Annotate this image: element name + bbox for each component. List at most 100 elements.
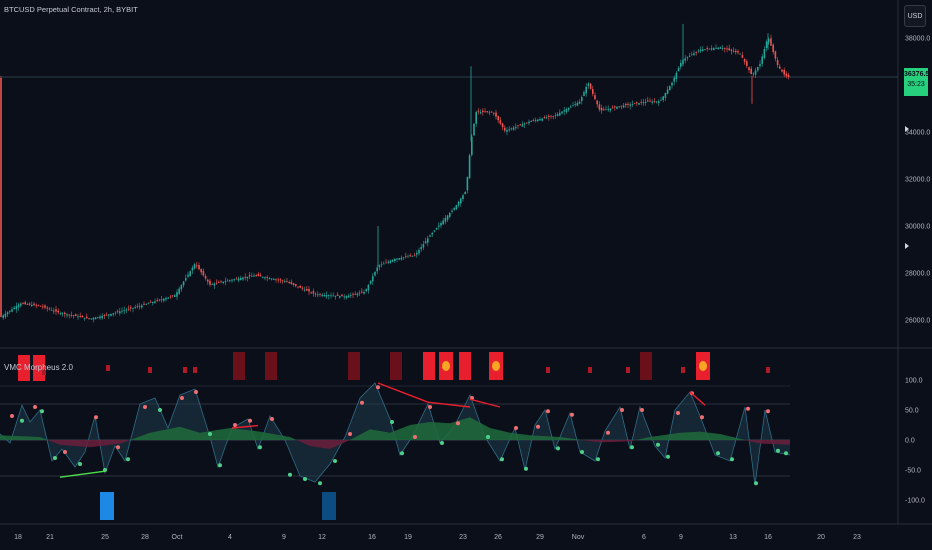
- candle-body: [200, 268, 202, 273]
- small-signal-marker: [626, 367, 630, 373]
- candle-body: [433, 230, 436, 232]
- candle-body: [475, 112, 477, 124]
- indicator-tick-label: 0.0: [905, 438, 915, 445]
- time-axis-label: 23: [459, 534, 467, 541]
- candle-body: [114, 312, 117, 314]
- candle-body: [350, 295, 352, 296]
- small-signal-marker: [766, 367, 770, 373]
- candle-body: [158, 299, 161, 301]
- candle-body: [125, 309, 128, 311]
- buy-dot: [258, 445, 262, 450]
- candle-body: [328, 295, 330, 297]
- candle-body: [493, 113, 495, 115]
- sell-dot: [270, 417, 274, 421]
- candle-body: [207, 279, 209, 282]
- sell-dot: [676, 411, 680, 415]
- time-axis-label: 19: [404, 534, 412, 541]
- candle-body: [130, 307, 132, 309]
- candle-body: [510, 128, 513, 130]
- candle-body: [314, 293, 317, 295]
- buy-signal-box: [100, 492, 114, 520]
- time-axis-label: 12: [318, 534, 326, 541]
- candle-body: [589, 83, 592, 89]
- candle-body: [286, 281, 288, 283]
- bearish-divergence-line: [427, 401, 471, 408]
- time-axis-label: 26: [494, 534, 502, 541]
- candle-body: [165, 298, 167, 300]
- candle-body: [785, 73, 788, 77]
- candle-body: [759, 63, 761, 67]
- signal-orange-dot: [442, 361, 450, 371]
- candle-body: [512, 127, 515, 130]
- candle-body: [323, 294, 326, 297]
- candle-body: [686, 57, 689, 59]
- candle-body: [48, 308, 51, 310]
- buy-dot: [524, 466, 528, 471]
- candle-body: [429, 235, 431, 237]
- candle-body: [138, 306, 141, 307]
- candle-body: [358, 292, 361, 294]
- candle-body: [385, 262, 387, 264]
- candle-body: [464, 191, 466, 195]
- candle-body: [642, 102, 645, 104]
- buy-dot: [400, 451, 404, 456]
- candle-body: [147, 303, 150, 305]
- sell-dot: [746, 406, 750, 411]
- candle-body: [776, 60, 779, 66]
- candle-body: [772, 44, 774, 53]
- candle-body: [220, 281, 222, 283]
- candle-body: [422, 244, 425, 248]
- candle-body: [72, 315, 75, 317]
- candle-body: [715, 47, 717, 49]
- candle-body: [499, 120, 502, 124]
- candle-body: [666, 89, 669, 94]
- symbol-title[interactable]: BTCUSD Perpetual Contract, 2h, BYBIT: [4, 5, 138, 14]
- candle-body: [97, 316, 99, 318]
- buy-dot: [730, 457, 734, 462]
- candle-body: [455, 205, 458, 210]
- indicator-title[interactable]: VMC Morpheus 2.0: [4, 363, 73, 372]
- sell-dot: [348, 432, 352, 436]
- candle-body: [638, 102, 640, 105]
- candle-body: [398, 258, 400, 260]
- price-axis-marker: [905, 243, 909, 249]
- candle-body: [704, 49, 706, 50]
- candle-body: [468, 155, 471, 179]
- candle-body: [552, 115, 554, 117]
- small-signal-marker: [148, 367, 152, 373]
- candle-body: [121, 310, 123, 312]
- candle-body: [341, 294, 343, 297]
- bearish-divergence-line: [231, 424, 259, 429]
- candle-body: [752, 73, 755, 75]
- candle-body: [644, 101, 647, 104]
- candle-body: [504, 127, 506, 131]
- candle-body: [746, 61, 748, 66]
- bar-countdown: 35:23: [907, 81, 925, 88]
- signal-box: [390, 352, 402, 380]
- candle-body: [284, 281, 286, 282]
- candle-body: [556, 114, 559, 116]
- candle-body: [112, 313, 114, 315]
- buy-dot: [303, 477, 307, 481]
- candle-body: [570, 106, 572, 108]
- candle-body: [6, 312, 9, 315]
- candles: [0, 34, 790, 323]
- candle-body: [275, 279, 277, 281]
- candle-body: [297, 286, 299, 288]
- time-axis-label: 21: [46, 534, 54, 541]
- candle-body: [123, 310, 125, 312]
- bullish-divergence-line: [59, 470, 106, 478]
- buy-dot: [208, 432, 212, 436]
- indicator-tick-label: -50.0: [905, 468, 921, 475]
- candle-body: [136, 306, 139, 308]
- candle-body: [152, 302, 154, 304]
- candle-body: [528, 121, 530, 124]
- time-axis-label: 20: [817, 534, 825, 541]
- candle-body: [202, 270, 205, 276]
- currency-button[interactable]: USD: [904, 5, 926, 27]
- candle-body: [246, 276, 249, 279]
- candle-body: [229, 280, 231, 281]
- candle-body: [378, 265, 381, 268]
